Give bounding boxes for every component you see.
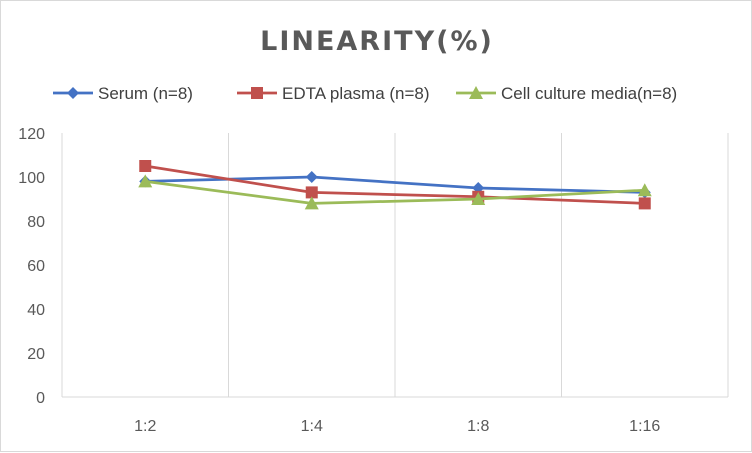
legend-item: Serum (n=8): [53, 84, 193, 103]
data-point: [638, 197, 651, 210]
data-point: [139, 160, 152, 172]
data-point: [637, 183, 652, 197]
legend-item: EDTA plasma (n=8): [237, 84, 430, 103]
series-group: [138, 160, 652, 210]
x-axis: 1:2 1:4 1:8 1:16: [134, 418, 660, 435]
legend-label: EDTA plasma (n=8): [282, 84, 430, 103]
legend-marker: [469, 86, 483, 99]
grid: [61, 133, 729, 398]
chart-title: LINEARITY(%): [260, 26, 494, 57]
data-point: [138, 174, 153, 188]
legend-label: Cell culture media(n=8): [501, 84, 677, 103]
series-line: [145, 164, 645, 205]
legend-item: Cell culture media(n=8): [456, 84, 677, 103]
y-tick-label: 120: [18, 126, 45, 143]
x-tick-label: 1:8: [467, 418, 489, 435]
legend: Serum (n=8) EDTA plasma (n=8) Cell culture…: [53, 84, 677, 103]
y-axis: 0 20 40 60 80 100 120: [18, 126, 45, 407]
y-tick-label: 100: [18, 170, 45, 187]
x-tick-label: 1:4: [301, 418, 323, 435]
data-point: [305, 171, 318, 183]
y-tick-label: 0: [36, 390, 45, 407]
y-tick-label: 60: [27, 258, 45, 275]
data-point: [305, 186, 318, 199]
legend-label: Serum (n=8): [98, 84, 193, 103]
legend-marker: [251, 87, 263, 99]
y-tick-label: 80: [27, 214, 45, 231]
data-point: [304, 196, 319, 210]
x-tick-label: 1:2: [134, 418, 156, 435]
y-tick-label: 40: [27, 302, 45, 319]
y-tick-label: 20: [27, 346, 45, 363]
x-tick-label: 1:16: [629, 418, 660, 435]
data-point: [471, 192, 486, 205]
series-line: [145, 180, 645, 205]
series-3: [138, 174, 652, 210]
legend-marker: [67, 87, 79, 99]
